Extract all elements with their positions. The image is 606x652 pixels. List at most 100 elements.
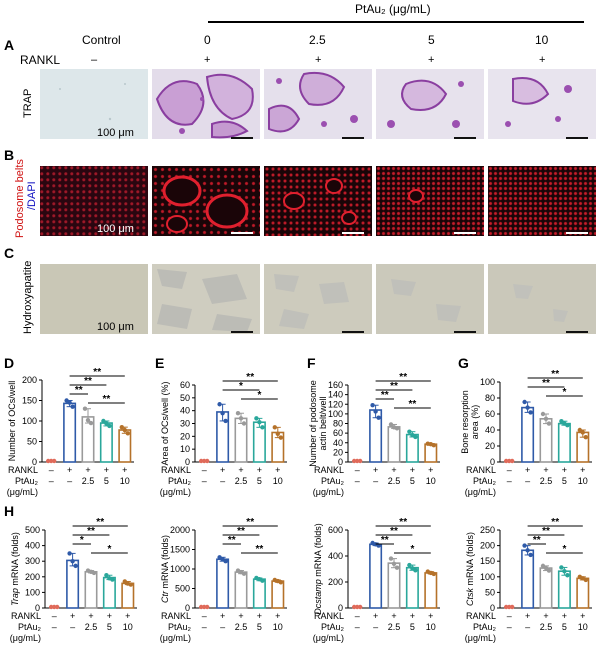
chart-g-ptau-4: 10 bbox=[578, 476, 588, 486]
chart-h1-point-2-2 bbox=[91, 570, 97, 576]
chart-h3-bar-2 bbox=[387, 562, 401, 609]
chart-g-point-1-1 bbox=[525, 405, 530, 410]
chart-h4-point-1-2 bbox=[528, 552, 533, 558]
chart-h1-bar-3 bbox=[102, 576, 116, 609]
chart-h3-rankl-0: – bbox=[355, 611, 360, 621]
podosome-image-control bbox=[40, 166, 148, 236]
chart-h2-point-2-2 bbox=[241, 571, 247, 576]
scale-bar-a-10 bbox=[566, 137, 588, 139]
chart-f-ptau-0: – bbox=[355, 476, 360, 486]
chart-h3-bar-1 bbox=[369, 543, 383, 609]
chart-g-point-1-2 bbox=[528, 410, 533, 415]
chart-g-rankl-label: RANKL bbox=[466, 465, 496, 475]
chart-f-ytick-label-3: 60 bbox=[333, 428, 343, 438]
panel-letter-d: D bbox=[4, 355, 15, 371]
scale-bar-c-5 bbox=[454, 331, 476, 333]
chart-h1-point-3-0 bbox=[104, 573, 109, 578]
chart-h2-ytick-label-2: 1000 bbox=[170, 564, 190, 574]
chart-h3-ytick-label-2: 400 bbox=[328, 551, 343, 561]
chart-h1-sig-label-0: ** bbox=[96, 517, 104, 528]
ptau-header-line bbox=[208, 21, 584, 23]
chart-e-ptau-4: 10 bbox=[273, 476, 283, 486]
chart-f-ytick-label-6: 120 bbox=[328, 399, 343, 409]
rankl-header-label: RANKL bbox=[20, 53, 61, 67]
chart-f-ptau-label: PtAu₂ bbox=[321, 476, 345, 486]
chart-h4-ptau-0: – bbox=[507, 622, 512, 632]
chart-h4-rankl-3: + bbox=[562, 611, 567, 621]
chart-f-point-0-2 bbox=[358, 458, 363, 464]
chart-h2-ptau-4: 10 bbox=[273, 622, 283, 632]
chart-h2-bar-1 bbox=[216, 558, 230, 609]
scale-bar-b-10 bbox=[566, 232, 588, 234]
chart-h2-bar-2 bbox=[234, 571, 248, 609]
chart-h3-bar-4 bbox=[424, 572, 438, 609]
scale-bar-b-0 bbox=[231, 232, 253, 234]
rankl-sign-5: + bbox=[428, 54, 435, 66]
chart-h2-rankl-3: + bbox=[257, 611, 262, 621]
chart-h3-sig-label-0: ** bbox=[399, 517, 407, 528]
chart-h4-point-1-1 bbox=[525, 548, 530, 553]
chart-d-ylabel: Number of OCs/well bbox=[7, 381, 17, 462]
chart-g-ytick-label-1: 20 bbox=[485, 441, 495, 451]
chart-h1-bar-2 bbox=[84, 571, 98, 609]
chart-h1-ptau-0: – bbox=[52, 622, 57, 632]
chart-h3-bar-3 bbox=[405, 566, 419, 609]
chart-h4-point-3-1 bbox=[562, 568, 567, 574]
chart-h4-bar-1 bbox=[521, 549, 535, 609]
chart-h2-ytick-label-4: 2000 bbox=[170, 525, 190, 535]
chart-h4-sig-label-1: ** bbox=[542, 526, 550, 537]
chart-h4-point-2-2 bbox=[546, 568, 552, 573]
chart-h2-rankl-1: + bbox=[220, 611, 225, 621]
chart-e-ytick-label-1: 10 bbox=[180, 444, 190, 454]
chart-f-ylabel: Number of podosomeactin belt/well bbox=[308, 380, 328, 467]
chart-e-point-3-0 bbox=[254, 416, 259, 421]
chart-d-ptau-3: 5 bbox=[104, 476, 109, 486]
chart-d-point-1-2 bbox=[70, 404, 75, 409]
chart-h4-ytick-label-4: 200 bbox=[480, 541, 495, 551]
chart-f-bar-2 bbox=[387, 426, 401, 463]
chart-e-point-1-1 bbox=[220, 411, 225, 416]
chart-h3-point-3-2 bbox=[413, 568, 418, 573]
chart-d-rankl-4: + bbox=[122, 465, 127, 475]
scale-bar-a-2-5 bbox=[342, 137, 364, 139]
chart-g-ytick-label-0: 0 bbox=[490, 457, 495, 467]
trap-image-0 bbox=[152, 69, 260, 139]
chart-h4-rankl-1: + bbox=[525, 611, 530, 621]
scale-bar-c-10 bbox=[566, 331, 588, 333]
chart-g-point-4-2 bbox=[583, 435, 588, 440]
chart-e-point-1-0 bbox=[217, 402, 222, 407]
chart-h4-ytick-label-5: 250 bbox=[480, 525, 495, 535]
chart-d-ptau-label: PtAu₂ bbox=[15, 476, 39, 486]
chart-h4-point-2-1 bbox=[543, 565, 549, 571]
chart-h3-rankl-3: + bbox=[410, 611, 415, 621]
chart-h2-rankl-4: + bbox=[275, 611, 280, 621]
chart-d-bar-1 bbox=[63, 402, 77, 463]
chart-g-ptau-label: PtAu₂ bbox=[473, 476, 497, 486]
chart-d-ytick-label-2: 100 bbox=[22, 416, 37, 426]
chart-g-ytick-label-5: 100 bbox=[480, 377, 495, 387]
chart-d-ptau-1: – bbox=[67, 476, 72, 486]
chart-h2-point-1-2 bbox=[223, 559, 228, 564]
chart-h4-ytick-label-2: 100 bbox=[480, 572, 495, 582]
chart-d-ptau-0: – bbox=[49, 476, 54, 486]
chart-h1-point-0-2 bbox=[55, 604, 60, 610]
chart-d-rankl-1: + bbox=[67, 465, 72, 475]
chart-g-point-2-2 bbox=[546, 421, 552, 426]
chart-h4-unit-label: (μg/mL) bbox=[465, 633, 496, 643]
panel-letter-c: C bbox=[4, 245, 15, 261]
chart-e-ytick-label-5: 50 bbox=[180, 393, 190, 403]
chart-g-point-4-0 bbox=[577, 427, 582, 433]
chart-g-point-3-2 bbox=[565, 423, 570, 428]
chart-h1-point-4-2 bbox=[128, 582, 133, 587]
panel-letter-h: H bbox=[4, 503, 15, 519]
scale-bar-b-5 bbox=[454, 232, 476, 234]
scale-label-c: 100 μm bbox=[97, 321, 134, 333]
chart-e-ptau-label: PtAu₂ bbox=[168, 476, 192, 486]
chart-g-ptau-0: – bbox=[507, 476, 512, 486]
ha-image-10 bbox=[488, 264, 596, 334]
chart-h3-unit-label: (μg/mL) bbox=[313, 633, 344, 643]
chart-e-ytick-label-2: 20 bbox=[180, 431, 190, 441]
chart-h4-bar-2 bbox=[539, 567, 553, 609]
chart-h2-ptau-label: PtAu₂ bbox=[168, 622, 192, 632]
chart-h1-sig-label-3: * bbox=[107, 544, 111, 555]
